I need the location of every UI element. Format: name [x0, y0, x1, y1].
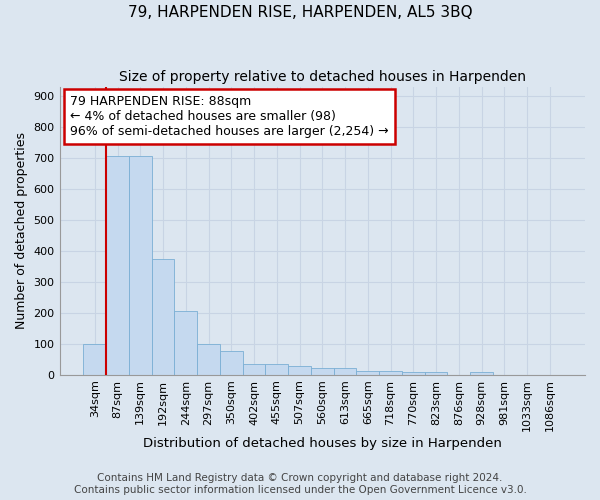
- Text: 79, HARPENDEN RISE, HARPENDEN, AL5 3BQ: 79, HARPENDEN RISE, HARPENDEN, AL5 3BQ: [128, 5, 472, 20]
- Bar: [379, 370, 402, 374]
- X-axis label: Distribution of detached houses by size in Harpenden: Distribution of detached houses by size …: [143, 437, 502, 450]
- Bar: [470, 372, 493, 374]
- Bar: [197, 344, 220, 374]
- Bar: [334, 368, 356, 374]
- Bar: [356, 370, 379, 374]
- Bar: [83, 344, 106, 374]
- Bar: [288, 366, 311, 374]
- Bar: [311, 368, 334, 374]
- Text: Contains HM Land Registry data © Crown copyright and database right 2024.
Contai: Contains HM Land Registry data © Crown c…: [74, 474, 526, 495]
- Bar: [265, 364, 288, 374]
- Bar: [175, 311, 197, 374]
- Title: Size of property relative to detached houses in Harpenden: Size of property relative to detached ho…: [119, 70, 526, 84]
- Bar: [425, 372, 448, 374]
- Y-axis label: Number of detached properties: Number of detached properties: [15, 132, 28, 329]
- Bar: [152, 259, 175, 374]
- Bar: [129, 156, 152, 374]
- Text: 79 HARPENDEN RISE: 88sqm
← 4% of detached houses are smaller (98)
96% of semi-de: 79 HARPENDEN RISE: 88sqm ← 4% of detache…: [70, 95, 389, 138]
- Bar: [402, 372, 425, 374]
- Bar: [220, 352, 242, 374]
- Bar: [242, 364, 265, 374]
- Bar: [106, 156, 129, 374]
